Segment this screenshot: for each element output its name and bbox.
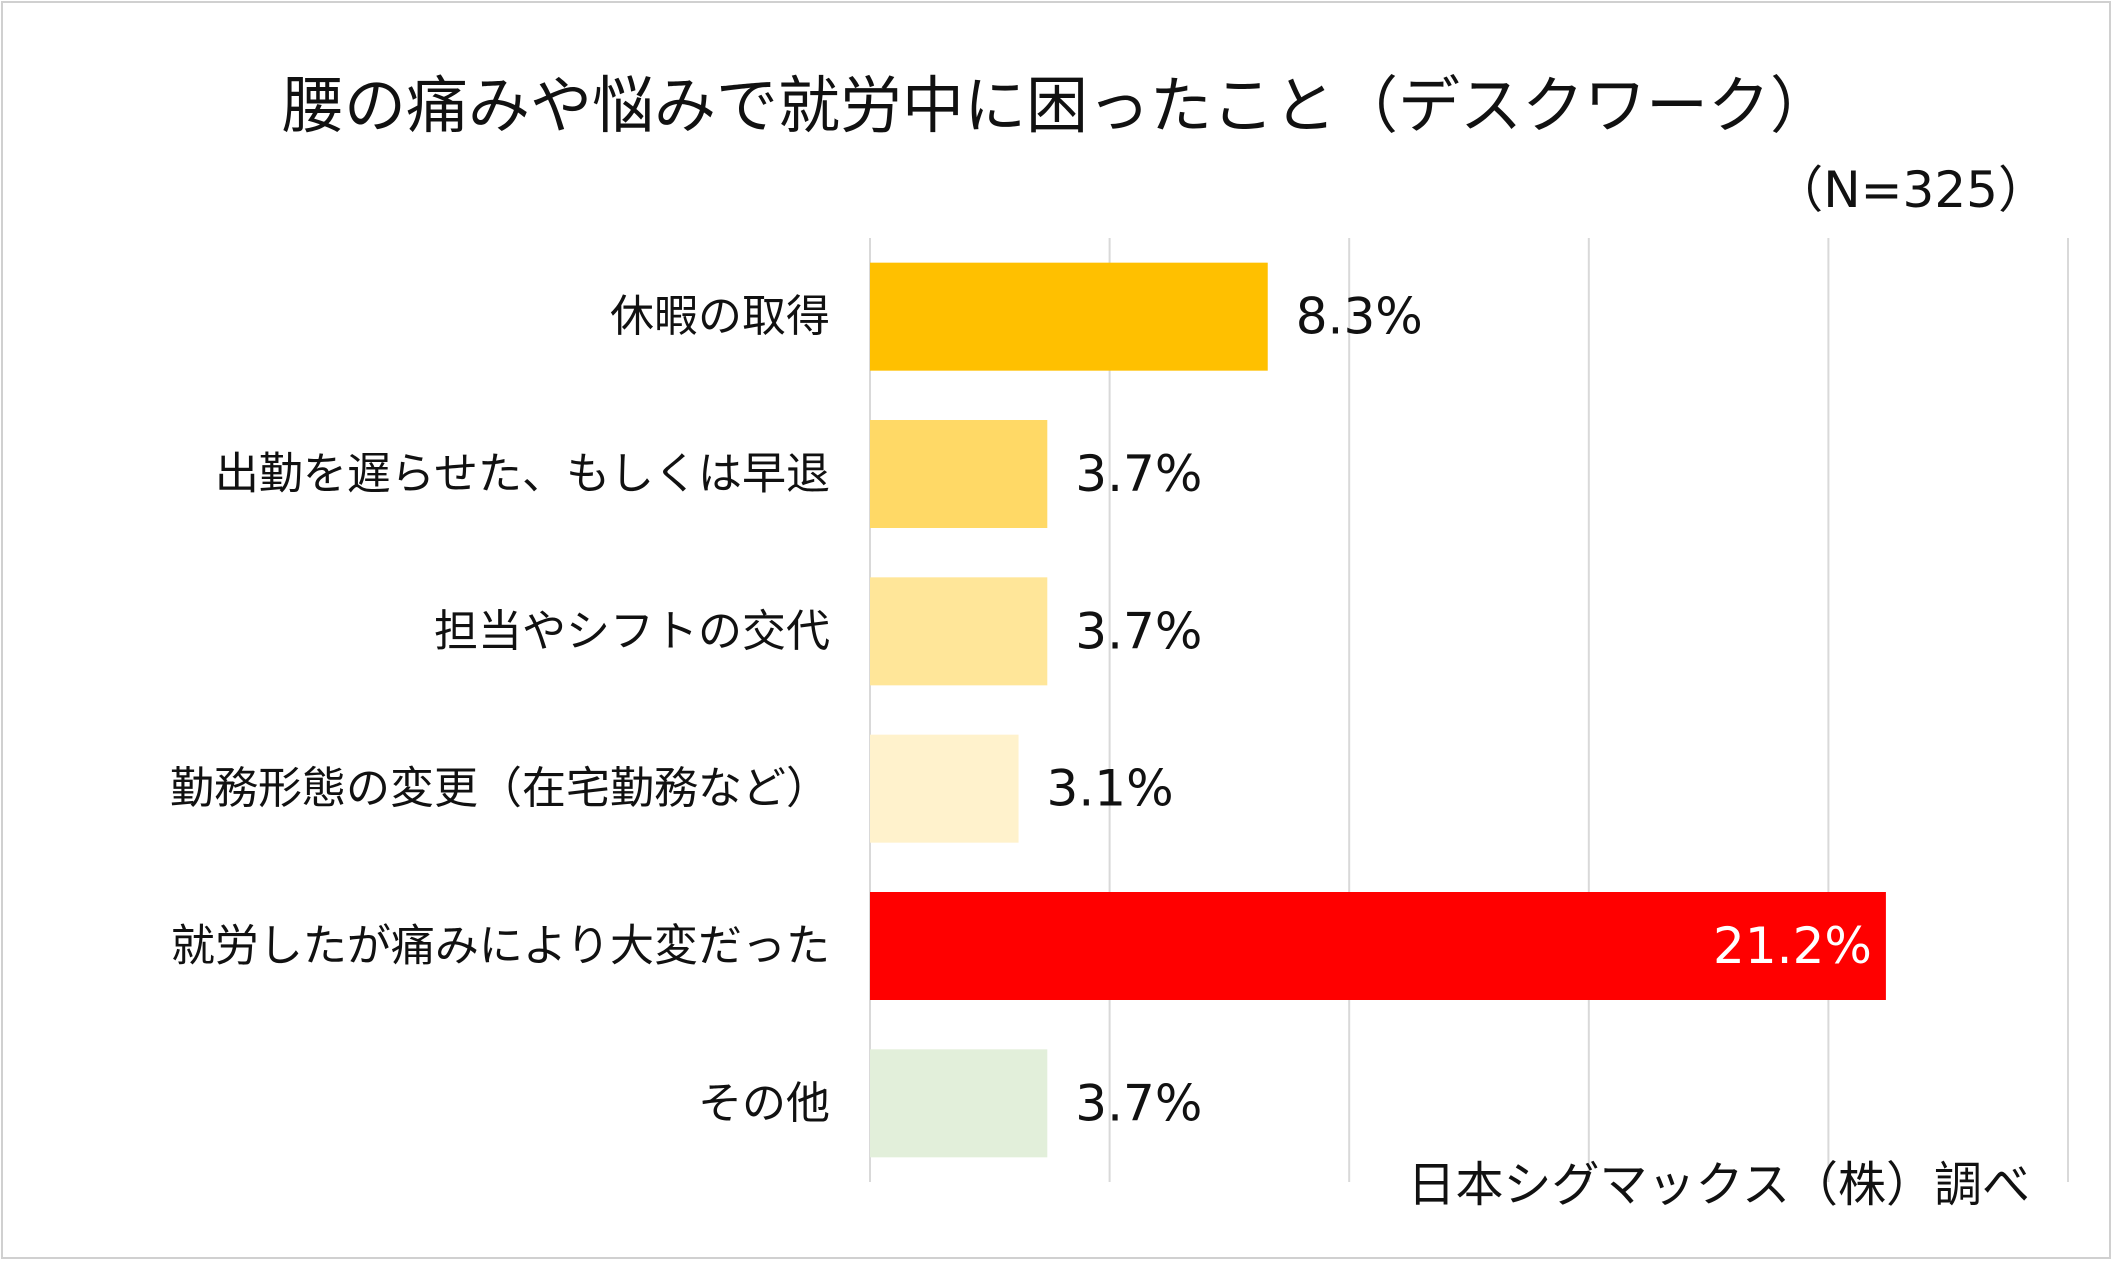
bar-4 bbox=[870, 734, 1019, 843]
value-label-2: 3.7% bbox=[1075, 445, 1202, 503]
bar-6 bbox=[870, 1049, 1048, 1158]
bar-5 bbox=[870, 892, 1886, 1000]
value-label-4: 3.1% bbox=[1047, 760, 1174, 818]
category-label-6: その他 bbox=[698, 1078, 830, 1129]
bar-3 bbox=[870, 577, 1048, 686]
category-label-5: 就労したが痛みにより大変だった bbox=[171, 921, 830, 972]
value-label-3: 3.7% bbox=[1075, 602, 1202, 660]
chart-title: 腰の痛みや悩みで就労中に困ったこと（デスクワーク） bbox=[281, 69, 1832, 142]
bar-1 bbox=[870, 262, 1268, 371]
category-label-2: 出勤を遅らせた、もしくは早退 bbox=[215, 449, 830, 500]
value-label-5: 21.2% bbox=[1713, 917, 1872, 975]
category-label-1: 休暇の取得 bbox=[610, 291, 830, 342]
category-label-4: 勤務形態の変更（在宅勤務など） bbox=[170, 763, 830, 814]
value-label-6: 3.7% bbox=[1075, 1074, 1202, 1132]
source-note: 日本シグマックス（株）調べ bbox=[1407, 1157, 2030, 1213]
category-label-3: 担当やシフトの交代 bbox=[434, 606, 830, 657]
value-label-1: 8.3% bbox=[1296, 288, 1423, 346]
sample-size: （N=325） bbox=[1773, 161, 2048, 219]
bar-2 bbox=[870, 420, 1048, 528]
